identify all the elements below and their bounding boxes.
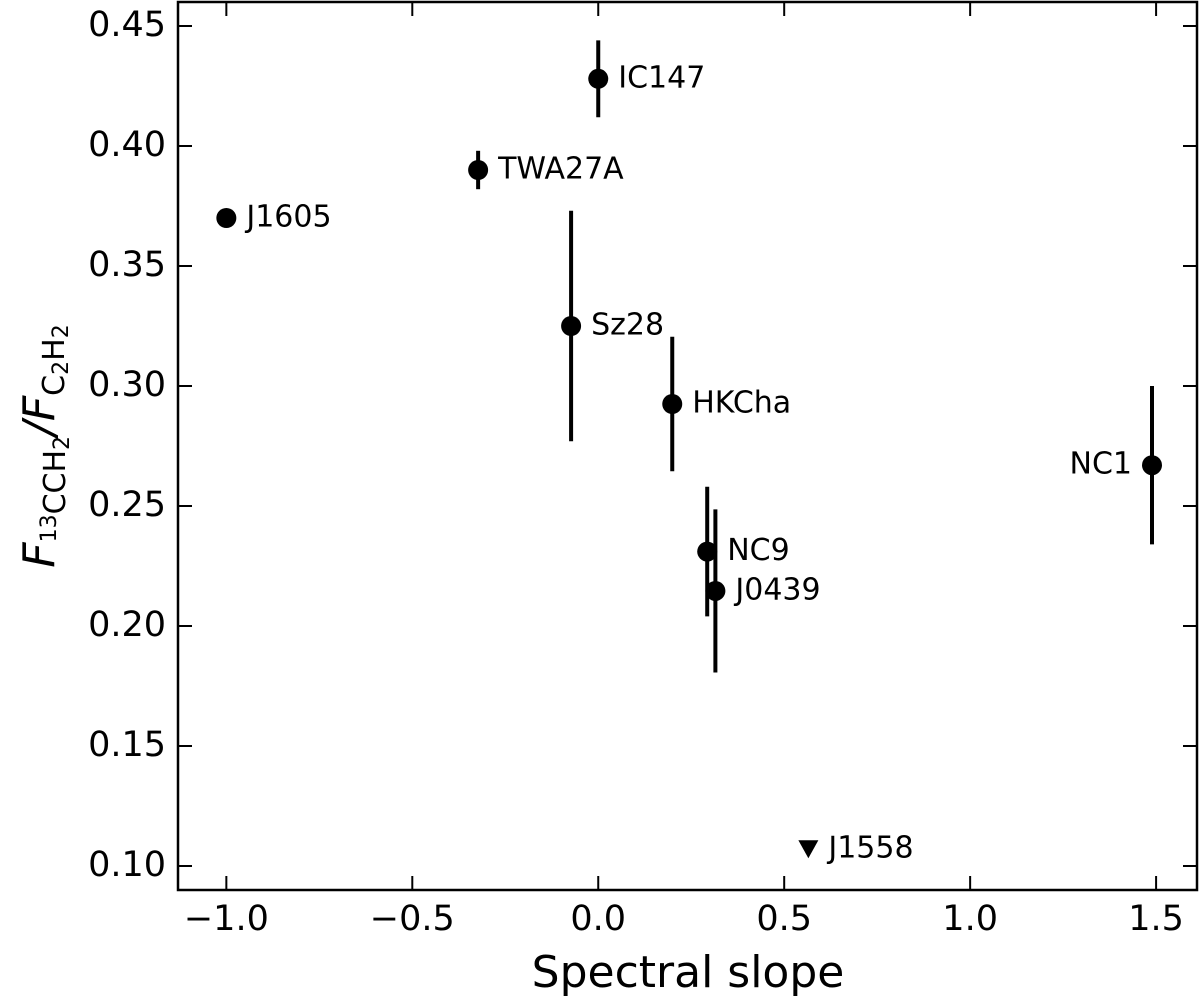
y-axis-label-part: CCH: [38, 450, 73, 514]
y-axis-label: F13CCH2/FC2H2: [14, 324, 75, 567]
upper-limit-marker: [798, 840, 819, 859]
data-point: [697, 541, 718, 562]
y-axis-label-part: 2: [49, 324, 74, 338]
point-label: J1605: [244, 200, 331, 235]
data-point: [561, 316, 582, 336]
plot-frame: [176, 0, 1199, 892]
x-tick-label: 0.5: [756, 899, 812, 939]
y-tick-label: 0.15: [88, 725, 166, 765]
y-tick-label: 0.40: [88, 125, 166, 165]
data-point: [662, 394, 683, 414]
y-tick-label: 0.20: [88, 605, 166, 645]
y-axis-label-part: C: [37, 375, 72, 396]
y-axis-label-part: /: [14, 417, 65, 440]
point-label: NC1: [1070, 447, 1132, 482]
point-label: Sz28: [591, 308, 664, 343]
point-label: TWA27A: [497, 152, 624, 187]
point-label: IC147: [618, 60, 705, 95]
y-tick-label: 0.35: [88, 245, 166, 285]
y-tick-label: 0.45: [88, 5, 166, 45]
point-label: J1558: [826, 831, 913, 866]
point-label: J0439: [733, 572, 820, 607]
x-tick-label: 1.0: [942, 899, 998, 939]
data-point: [1142, 455, 1163, 476]
x-tick-label: −0.5: [370, 899, 455, 939]
point-label: HKCha: [692, 386, 791, 421]
y-axis-label-part: 2: [50, 436, 75, 450]
x-tick-label: 0.0: [570, 899, 626, 939]
y-axis-label-part: F: [14, 395, 65, 421]
data-point: [588, 68, 609, 89]
data-point: [468, 160, 489, 180]
y-axis-label-part: H: [37, 338, 72, 361]
y-tick-label: 0.10: [88, 845, 166, 885]
point-label: NC9: [727, 533, 789, 568]
y-tick-label: 0.30: [88, 365, 166, 405]
x-tick-label: 1.5: [1128, 899, 1184, 939]
data-point: [705, 580, 726, 601]
x-axis-label: Spectral slope: [532, 947, 845, 998]
data-point: [216, 208, 237, 228]
y-axis-label-part: F: [14, 542, 65, 568]
x-tick-label: −1.0: [184, 899, 269, 939]
y-axis-label-part: 2: [49, 361, 74, 375]
y-axis-label-part: 13: [37, 514, 62, 542]
y-tick-label: 0.25: [88, 485, 166, 525]
